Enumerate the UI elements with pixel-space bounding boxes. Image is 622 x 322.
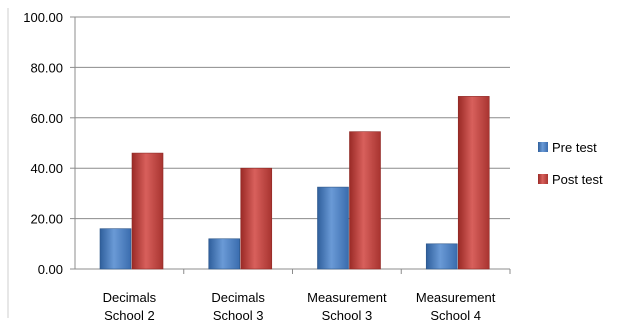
bar-pre-test [208, 238, 241, 270]
bar-pre-test [425, 243, 458, 270]
y-tick-label: 40.00 [30, 161, 63, 176]
bar-post-test [240, 167, 273, 270]
y-tick-labels: 0.00 20.00 40.00 60.00 80.00 100.00 [23, 10, 63, 277]
legend: Pre test Post test [538, 140, 603, 187]
y-tick-label: 60.00 [30, 111, 63, 126]
legend-swatch [538, 174, 548, 184]
y-tick-label: 100.00 [23, 10, 63, 25]
x-category-labels: Decimals School 2 Decimals School 3 Measurem… [103, 290, 496, 322]
x-category-label: School 3 [322, 308, 373, 322]
y-tick-label: 80.00 [30, 60, 63, 75]
bar-post-test [131, 152, 164, 270]
bar-pre-test [99, 228, 132, 270]
bars [99, 96, 490, 270]
x-category-label: Decimals [211, 290, 265, 305]
x-category-label: Measurement [416, 290, 496, 305]
x-category-label: School 3 [213, 308, 264, 322]
legend-label: Post test [552, 172, 603, 187]
legend-swatch [538, 142, 548, 152]
y-tick-label: 20.00 [30, 212, 63, 227]
x-category-label: Decimals [103, 290, 157, 305]
bar-post-test [349, 131, 381, 270]
x-category-label: Measurement [307, 290, 387, 305]
bar-pre-test [317, 186, 349, 270]
y-tick-label: 0.00 [38, 262, 63, 277]
x-category-label: School 4 [430, 308, 481, 322]
bar-post-test [457, 96, 490, 270]
legend-label: Pre test [552, 140, 597, 155]
x-category-label: School 2 [104, 308, 155, 322]
